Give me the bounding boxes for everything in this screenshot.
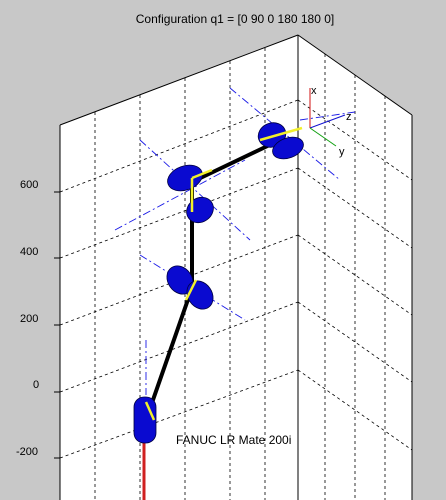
figure-title: Configuration q1 = [0 90 0 180 180 0] (135, 12, 335, 26)
frame-y-label: y (339, 146, 345, 158)
box-edge-top-left (59, 34, 299, 126)
robot-label: FANUC LR Mate 200i (176, 433, 291, 447)
frame-y-axis (309, 127, 337, 147)
z-tick-label: 200 (20, 313, 38, 325)
z-tick-label: 600 (20, 179, 38, 191)
z-tick-label: 400 (20, 246, 38, 258)
joint-2b (186, 280, 214, 310)
robot-joints (133, 122, 304, 444)
joint-5 (272, 136, 304, 160)
joint-3a (167, 164, 203, 192)
frame-x-label: x (311, 85, 317, 97)
z-tick-label: 0 (33, 379, 39, 391)
frame-z-axis (309, 114, 346, 129)
tool-frame: x y z (309, 85, 352, 158)
z-axis-ticks: 600 400 200 0 -200 (16, 179, 60, 459)
joint-1 (133, 396, 157, 444)
z-tick-label: -200 (16, 446, 38, 458)
axis-highlights (144, 126, 303, 421)
frame-z-label: z (346, 111, 352, 123)
